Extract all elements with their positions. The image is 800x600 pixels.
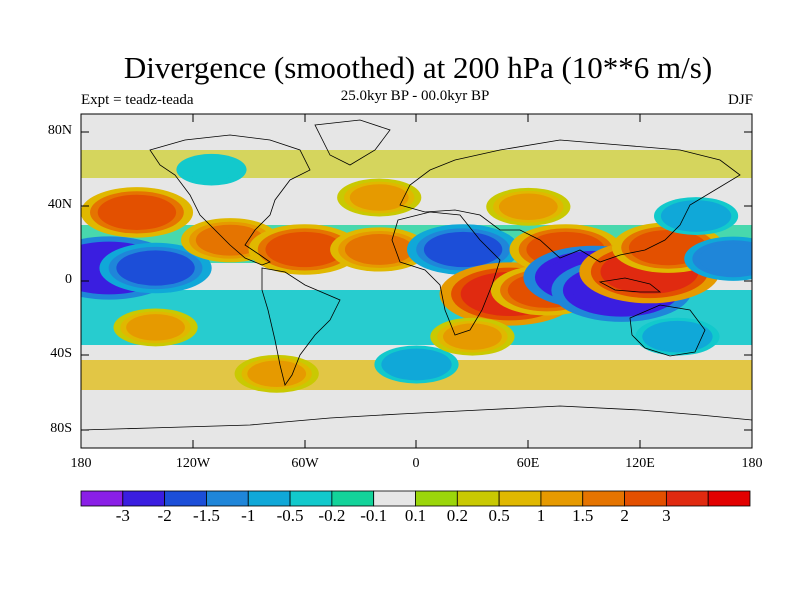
colorbar-box-5: [289, 490, 333, 507]
anomaly-cell-14-2: [666, 202, 726, 230]
lat-label-80n: 80N: [47, 123, 72, 138]
coastline-australia: [629, 304, 706, 357]
anomaly-cell-18-2: [387, 351, 446, 378]
anomaly-cell-17-2: [247, 360, 307, 388]
colorbar-box-1: [122, 490, 166, 507]
colorbar-box-0: [80, 490, 124, 507]
colorbar-box-14: [665, 490, 709, 507]
anomaly-cell-23-2: [186, 158, 236, 181]
coastline-greenland: [314, 119, 391, 166]
colorbar-label-7: 0.1: [404, 506, 427, 525]
colorbar-box-6: [331, 490, 375, 507]
lat-label-0: 0: [65, 272, 72, 287]
colorbar-label-13: 3: [662, 506, 671, 525]
colorbar-label-5: -0.2: [318, 506, 346, 525]
colorbar-box-12: [582, 490, 625, 507]
colorbar-box-7: [373, 490, 416, 507]
lat-label-40n: 40N: [47, 197, 72, 212]
colorbar-box-4: [247, 490, 291, 507]
colorbar-box-3: [206, 490, 249, 507]
lon-label-180w: 180: [70, 456, 92, 471]
colorbar-box-15: [707, 490, 751, 507]
colorbar-label-12: 2: [620, 506, 629, 525]
lon-label-60e: 60E: [516, 456, 540, 471]
colorbar-label-8: 0.2: [446, 506, 468, 525]
anomaly-cell-5-2: [344, 234, 414, 265]
colorbar-label-0: -3: [115, 506, 130, 525]
plot-subtitle: 25.0kyr BP - 00.0kyr BP: [340, 88, 490, 104]
lat-ticks: [81, 131, 752, 431]
coastline-indonesia: [598, 277, 662, 293]
anomaly-cell-15-2: [699, 243, 752, 275]
colorbar-box-11: [540, 490, 584, 507]
anomaly-cell-4-2: [265, 231, 344, 268]
colorbar-box-8: [415, 490, 458, 507]
colorbar-label-9: 0.5: [488, 506, 510, 525]
lon-label-60w: 60W: [291, 456, 319, 471]
coastline-north-america: [149, 134, 311, 266]
colorbar-label-3: -1: [241, 506, 256, 525]
experiment-label: Expt = teadz-teada: [81, 92, 194, 108]
colorbar-label-2: -1.5: [192, 506, 220, 525]
lon-label-120w: 120W: [175, 456, 211, 471]
anomaly-cell-21-2: [349, 184, 409, 211]
coastline-eurasia: [399, 139, 741, 263]
lon-label-120e: 120E: [625, 456, 655, 471]
lon-label-180e: 180: [741, 456, 763, 471]
coastline-south-america: [261, 267, 341, 386]
anomaly-cell-22-2: [498, 193, 558, 221]
colorbar-box-2: [164, 490, 207, 507]
anomaly-cell-20-2: [648, 323, 707, 350]
colorbar-label-10: 1: [536, 506, 546, 525]
season-label: DJF: [727, 92, 753, 108]
anomaly-cell-6-2: [423, 231, 503, 268]
coastline-africa: [391, 211, 501, 336]
anomaly-cell-2-2: [116, 250, 195, 286]
lon-label-0: 0: [412, 456, 420, 471]
colorbar-box-9: [456, 490, 500, 507]
colorbar-box-13: [624, 490, 667, 507]
anomaly-cell-0-2: [97, 194, 177, 230]
colorbar-label-4: -0.5: [276, 506, 304, 525]
coastline-antarctica: [81, 405, 752, 431]
plot-title: Divergence (smoothed) at 200 hPa (10**6 …: [123, 50, 713, 85]
lat-label-80s: 80S: [50, 421, 72, 436]
coastlines: [81, 119, 752, 431]
colorbar-label-6: -0.1: [360, 506, 388, 525]
anomaly-cell-19-2: [443, 323, 502, 350]
colorbar-label-1: -2: [157, 506, 172, 525]
anomaly-cell-16-2: [126, 314, 185, 341]
colorbar-label-11: 1.5: [572, 506, 594, 525]
anomaly-cell-3-2: [195, 224, 265, 256]
colorbar-box-10: [498, 490, 542, 507]
colorbar: [80, 490, 751, 507]
lat-label-40s: 40S: [50, 346, 72, 361]
lon-ticks: [80, 114, 753, 448]
